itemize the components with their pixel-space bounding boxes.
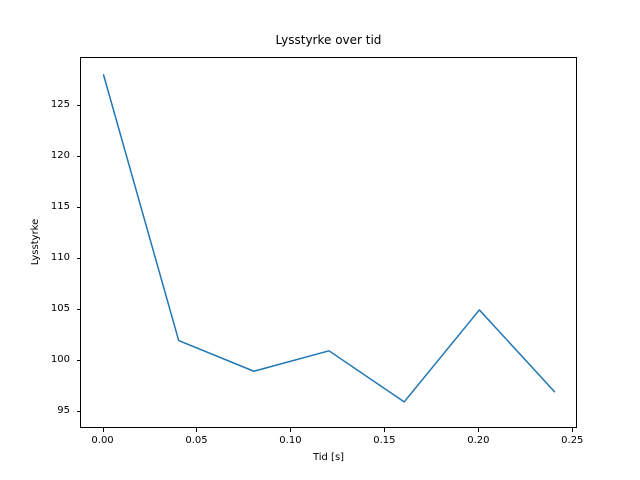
x-axis-tick-label: 0.25 bbox=[561, 435, 584, 446]
y-axis-tick-label: 125 bbox=[50, 98, 70, 110]
series-polyline bbox=[102, 74, 556, 403]
y-axis-label: Lysstyrke bbox=[30, 218, 41, 266]
x-axis-tick-label: 0.20 bbox=[467, 435, 490, 446]
x-axis-label: Tid [s] bbox=[312, 452, 345, 463]
x-axis-tick-label: 0.15 bbox=[373, 435, 396, 446]
y-axis-tick-label: 95 bbox=[57, 405, 70, 417]
y-axis-tick-label: 105 bbox=[50, 302, 70, 314]
line-series-lysstyrke bbox=[102, 74, 556, 403]
x-axis-tick-label: 0.05 bbox=[185, 435, 208, 446]
chart-title: Lysstyrke over tid bbox=[275, 33, 382, 47]
y-axis-tick-label: 120 bbox=[50, 149, 70, 161]
y-axis-tick-label: 100 bbox=[50, 354, 70, 366]
plot-area bbox=[80, 57, 577, 428]
x-axis-tick-label: 0.00 bbox=[91, 435, 114, 446]
x-axis-tick-label: 0.10 bbox=[279, 435, 302, 446]
